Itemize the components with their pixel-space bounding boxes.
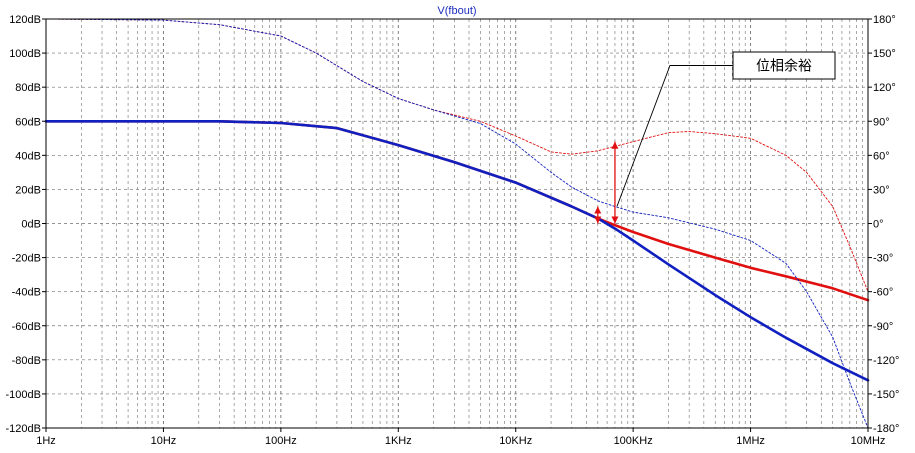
y-right-tick-label: -30°	[873, 253, 893, 265]
annotation: 位相余裕	[616, 51, 836, 207]
x-tick-label: 1MHz	[736, 435, 765, 447]
y-left-tick-label: 80dB	[15, 82, 41, 94]
y-left-tick-label: 0dB	[21, 219, 41, 231]
marker-arrow-down-0	[594, 216, 602, 224]
y-left-tick-label: -80dB	[12, 355, 41, 367]
marker-arrow-up-0	[594, 206, 602, 214]
y-left-tick-label: 40dB	[15, 150, 41, 162]
y-left-tick-label: -120dB	[6, 423, 41, 435]
x-tick-label: 100KHz	[614, 435, 653, 447]
x-axis-ticks: 1Hz 10Hz 100Hz 1KHz 10KHz 100KHz 1MHz 10MHz	[36, 428, 885, 447]
y-right-tick-label: -90°	[873, 321, 893, 333]
x-tick-label: 10MHz	[851, 435, 886, 447]
y-right-tick-label: -180°	[873, 423, 899, 435]
x-tick-label: 1Hz	[36, 435, 56, 447]
plot-grid	[46, 19, 868, 428]
y-right-tick-label: 150°	[873, 48, 896, 60]
marker-arrow-up-1	[611, 141, 619, 149]
annotation-box	[732, 51, 836, 80]
phase-margin-markers	[594, 141, 619, 224]
y-right-tick-label: -150°	[873, 389, 899, 401]
annotation-leader-line	[616, 65, 733, 207]
y-left-tick-label: 120dB	[9, 14, 41, 26]
y-left-tick-label: -100dB	[6, 389, 41, 401]
annotation-label: 位相余裕	[756, 58, 812, 75]
y-right-tick-label: 30°	[873, 184, 890, 196]
y-right-tick-label: -60°	[873, 287, 893, 299]
y-right-axis-ticks: 180° 150° 120° 90° 60° 30° 0° -30° -60° -90° -120°…	[868, 14, 899, 435]
y-right-tick-label: -120°	[873, 355, 899, 367]
plot-series	[44, 18, 870, 429]
y-right-tick-label: 0°	[873, 219, 884, 231]
x-tick-label: 100Hz	[265, 435, 297, 447]
x-tick-label: 10Hz	[151, 435, 177, 447]
chart-title: V(fbout)	[437, 5, 476, 17]
y-left-axis-ticks: 120dB 100dB 80dB 60dB 40dB 20dB 0dB -20dB -40dB -…	[6, 14, 46, 435]
y-right-tick-label: 180°	[873, 14, 896, 26]
y-left-tick-label: -60dB	[12, 321, 41, 333]
phase-series-line-3	[45, 18, 869, 429]
y-right-tick-label: 60°	[873, 150, 890, 162]
gain-series-line-0	[44, 120, 870, 302]
y-left-tick-label: 20dB	[15, 184, 41, 196]
y-left-tick-label: -20dB	[12, 253, 41, 265]
x-tick-label: 10KHz	[499, 435, 532, 447]
y-left-tick-label: -40dB	[12, 287, 41, 299]
y-right-tick-label: 120°	[873, 82, 896, 94]
gain-series-line-1	[44, 120, 870, 382]
plot-frame	[45, 18, 869, 429]
y-right-tick-label: 90°	[873, 116, 890, 128]
x-tick-label: 1KHz	[385, 435, 412, 447]
y-left-tick-label: 60dB	[15, 116, 41, 128]
y-left-tick-label: 100dB	[9, 48, 41, 60]
marker-arrow-down-1	[611, 216, 619, 224]
